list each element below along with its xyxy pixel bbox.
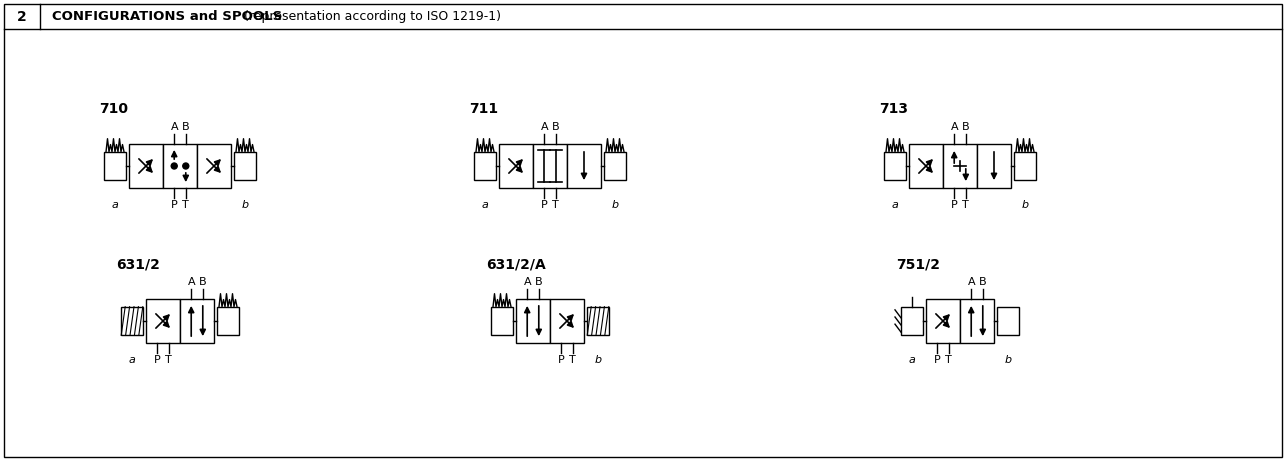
Text: T: T [183, 200, 189, 210]
Text: 2: 2 [17, 10, 27, 24]
Text: (representation according to ISO 1219-1): (representation according to ISO 1219-1) [240, 11, 502, 24]
Text: a: a [112, 200, 118, 210]
Bar [1013, 152, 1037, 180]
Text: B: B [552, 122, 559, 132]
Bar [604, 152, 626, 180]
Circle shape [171, 163, 177, 169]
Text: B: B [979, 277, 986, 287]
Text: P: P [950, 200, 958, 210]
Bar [909, 144, 943, 188]
Text: b: b [594, 355, 602, 365]
Text: T: T [945, 355, 952, 365]
Text: T: T [962, 200, 970, 210]
Text: a: a [481, 200, 489, 210]
Bar [901, 307, 923, 335]
Bar [997, 307, 1019, 335]
Bar [129, 144, 163, 188]
Bar [943, 144, 977, 188]
Bar [180, 299, 213, 343]
Text: a: a [891, 200, 899, 210]
Text: A: A [540, 122, 548, 132]
Text: T: T [166, 355, 172, 365]
Bar [977, 144, 1011, 188]
Text: A: A [188, 277, 195, 287]
Text: 711: 711 [469, 102, 498, 116]
Text: P: P [154, 355, 161, 365]
Bar [567, 144, 601, 188]
Text: A: A [523, 277, 531, 287]
Circle shape [183, 163, 189, 169]
Text: CONFIGURATIONS and SPOOLS: CONFIGURATIONS and SPOOLS [51, 11, 282, 24]
Bar [516, 299, 550, 343]
Bar [883, 152, 907, 180]
Text: P: P [934, 355, 940, 365]
Text: B: B [962, 122, 970, 132]
Text: B: B [199, 277, 207, 287]
Text: a: a [909, 355, 916, 365]
Text: 710: 710 [99, 102, 129, 116]
Bar [586, 307, 610, 335]
Bar [163, 144, 197, 188]
Text: P: P [171, 200, 177, 210]
Text: 751/2: 751/2 [896, 257, 940, 271]
Text: 631/2: 631/2 [116, 257, 159, 271]
Text: B: B [181, 122, 189, 132]
Text: A: A [171, 122, 177, 132]
Text: b: b [1004, 355, 1012, 365]
Text: A: A [967, 277, 975, 287]
Bar [104, 152, 126, 180]
Text: 631/2/A: 631/2/A [486, 257, 545, 271]
Bar [234, 152, 256, 180]
Bar [961, 299, 994, 343]
Bar [197, 144, 231, 188]
Text: b: b [242, 200, 248, 210]
Bar [550, 299, 584, 343]
Text: b: b [611, 200, 619, 210]
Text: T: T [570, 355, 576, 365]
Text: T: T [553, 200, 559, 210]
Text: B: B [535, 277, 543, 287]
Bar [499, 144, 532, 188]
Text: A: A [950, 122, 958, 132]
Text: 713: 713 [880, 102, 908, 116]
Text: P: P [541, 200, 548, 210]
Bar [926, 299, 961, 343]
Bar [475, 152, 496, 180]
Text: b: b [1021, 200, 1029, 210]
Bar [121, 307, 143, 335]
Text: a: a [129, 355, 135, 365]
Text: P: P [558, 355, 565, 365]
Bar [217, 307, 239, 335]
Bar [147, 299, 180, 343]
Bar [532, 144, 567, 188]
Bar [491, 307, 513, 335]
